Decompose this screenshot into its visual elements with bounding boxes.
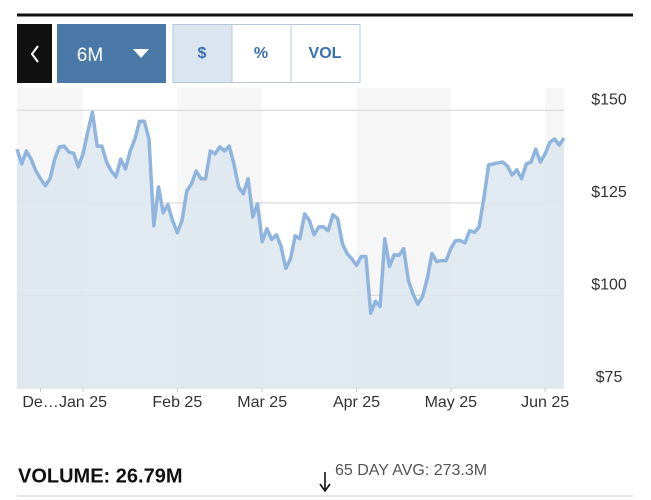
area	[17, 112, 564, 388]
x-tick-label: De…	[22, 394, 58, 411]
x-tick-label: Mar 25	[237, 394, 287, 411]
y-tick-label: $125	[591, 184, 627, 201]
back-button[interactable]	[17, 24, 52, 83]
y-tick-label: $150	[591, 91, 627, 108]
unit-button[interactable]	[172, 24, 233, 83]
x-tick-label: Feb 25	[152, 394, 202, 411]
line	[15, 110, 566, 315]
y-tick-label: $75	[596, 369, 623, 386]
range-label: 6M	[77, 45, 103, 66]
x-tick-label: May 25	[425, 394, 478, 411]
x-tick-label: Jun 25	[521, 394, 569, 411]
avg-marker	[319, 472, 331, 493]
dropdown-arrow	[133, 49, 149, 58]
volume-average: 65 DAY AVG: 273.3M	[335, 462, 487, 479]
y-tick-label: $100	[591, 277, 627, 294]
x-tick-label: Apr 25	[333, 394, 380, 411]
unit-label: $	[198, 45, 207, 62]
x-tick-label: Jan 25	[59, 394, 107, 411]
unit-button[interactable]	[231, 24, 292, 83]
unit-label: VOL	[309, 45, 342, 62]
unit-label: %	[254, 45, 268, 62]
volume-label: VOLUME: 26.79M	[18, 465, 182, 487]
range-dropdown[interactable]	[57, 24, 166, 83]
unit-button[interactable]	[290, 24, 361, 83]
back-icon	[30, 45, 39, 63]
